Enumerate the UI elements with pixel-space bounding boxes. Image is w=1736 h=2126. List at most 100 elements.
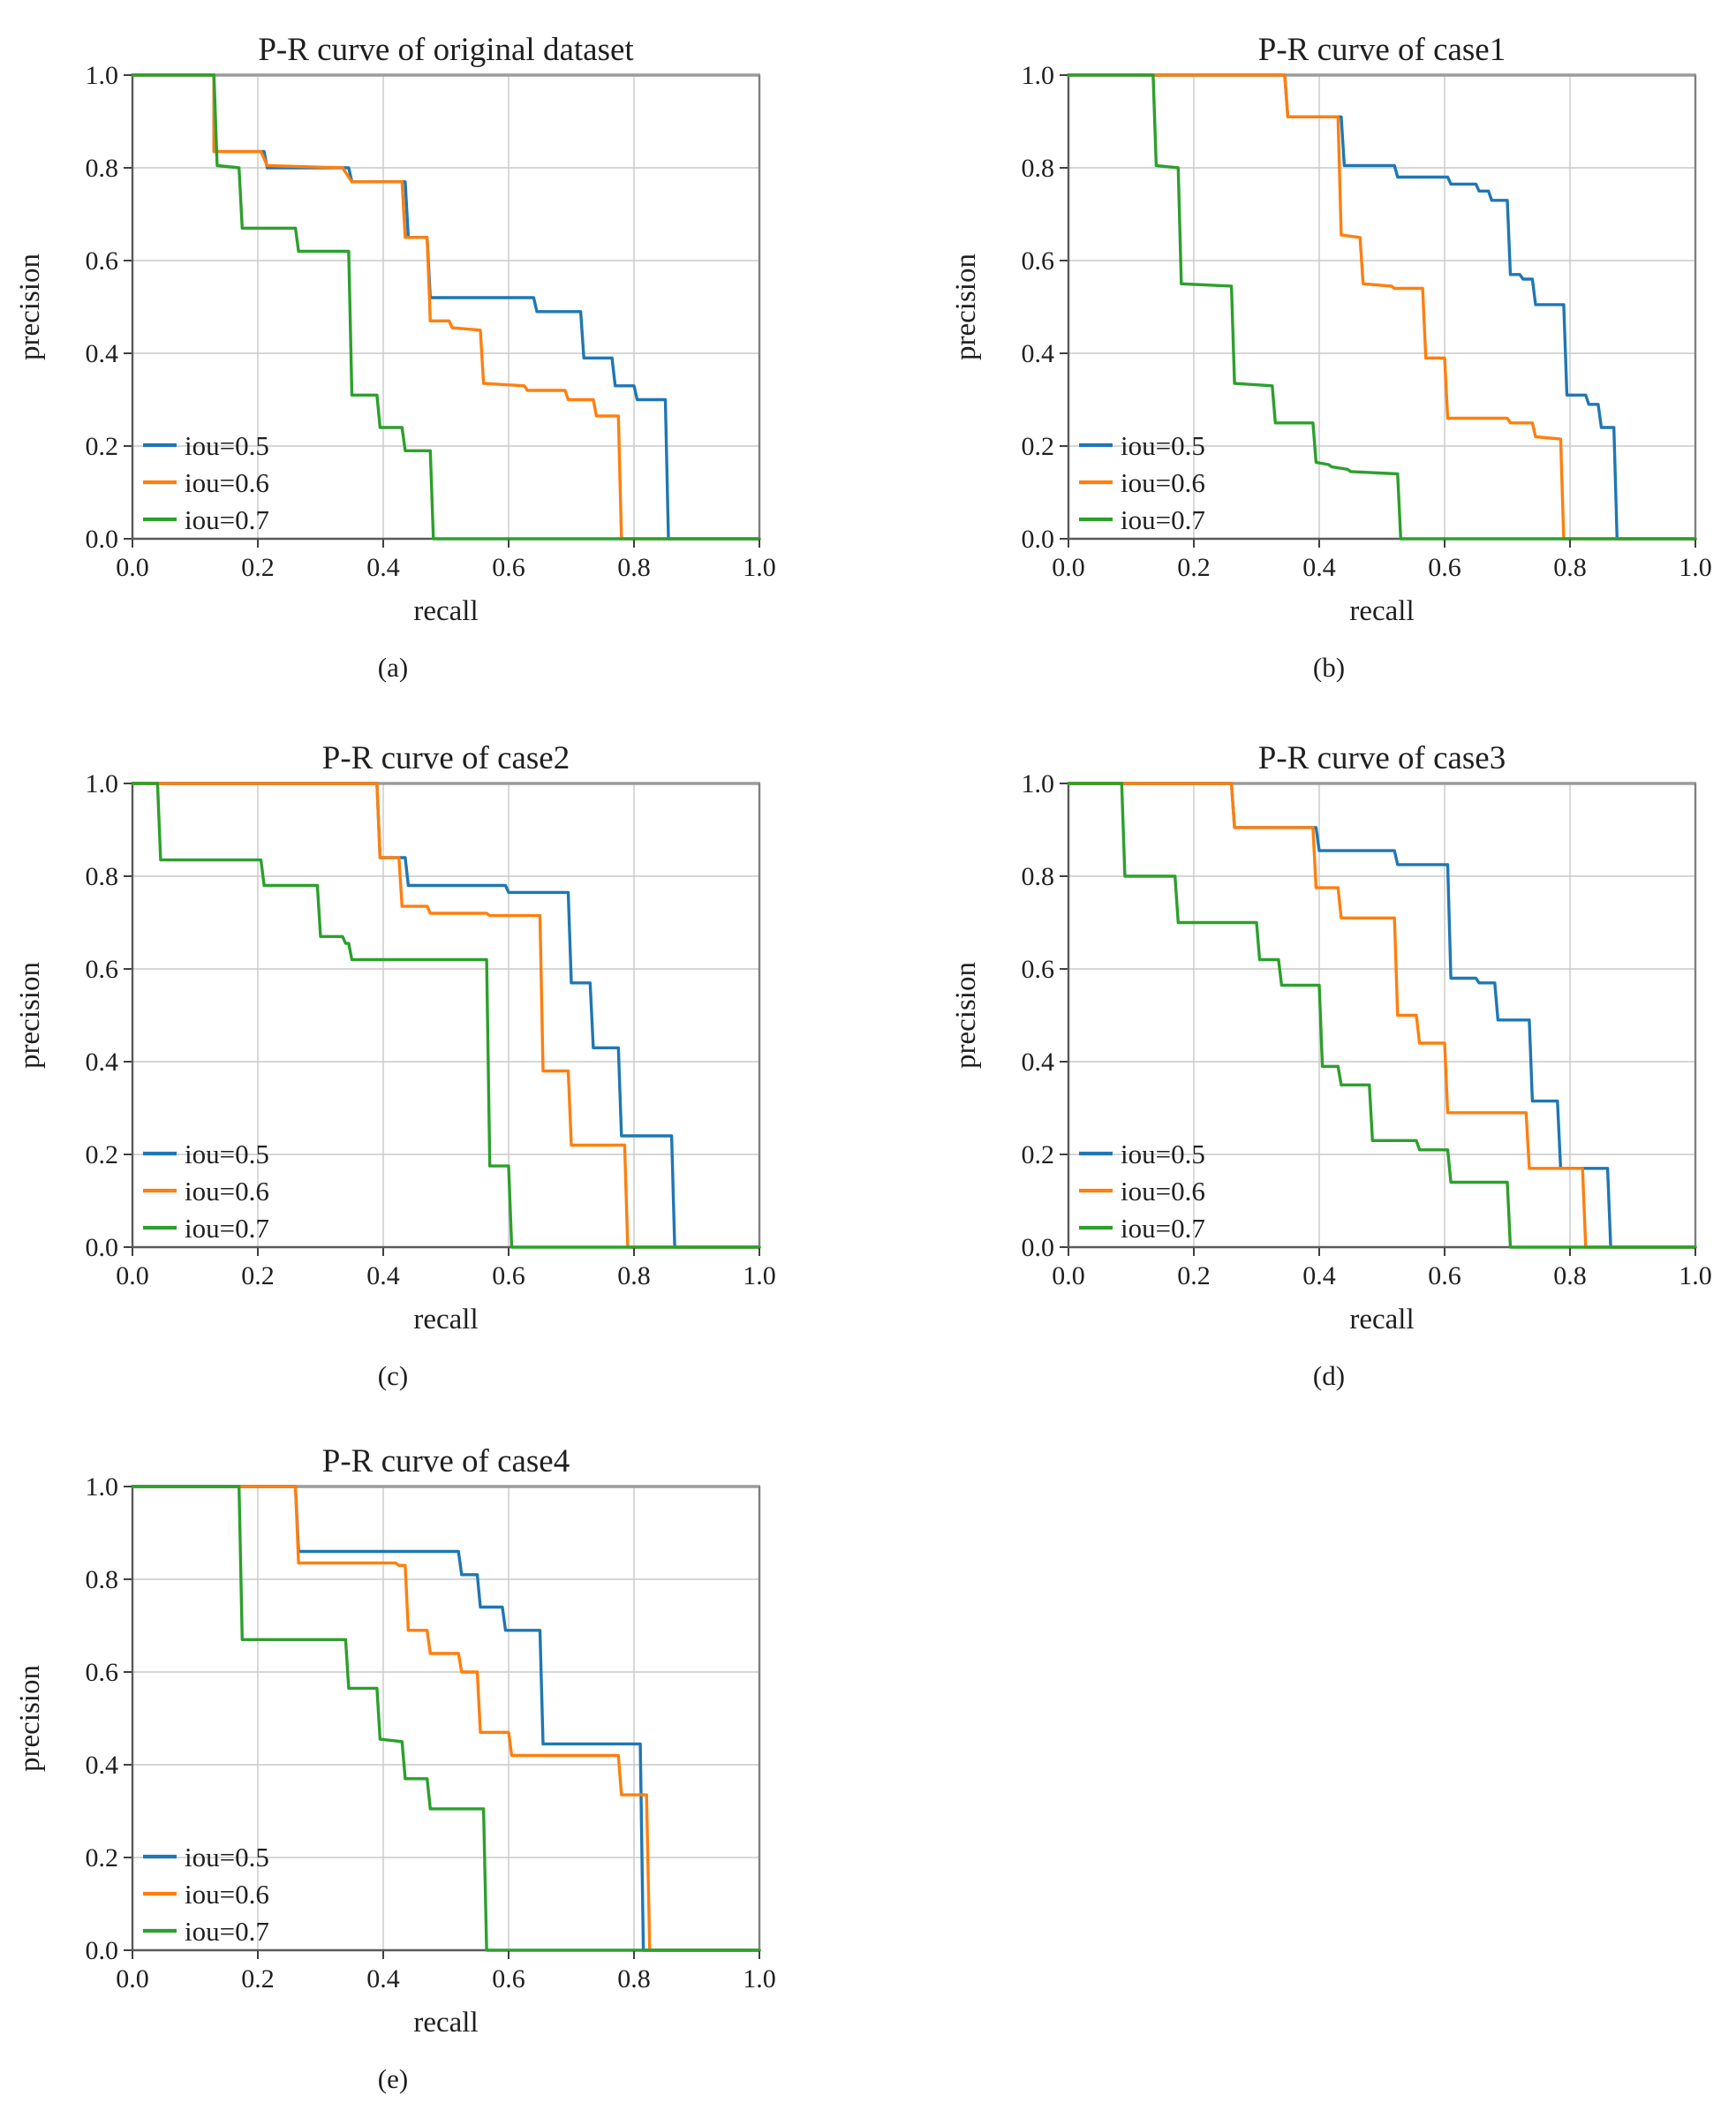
y-axis-label: precision [950, 962, 982, 1069]
chart-caption-d: (d) [1312, 1360, 1346, 1391]
legend-label-iou=0.5: iou=0.5 [185, 1842, 269, 1873]
x-tick-label: 0.8 [617, 553, 651, 582]
x-tick-label: 0.8 [617, 1964, 651, 1994]
series-line-iou=0.7 [1067, 782, 1697, 1249]
series-line-iou=0.7 [131, 73, 761, 541]
y-tick-label: 0.8 [1022, 862, 1055, 891]
x-tick-label: 0.2 [241, 1261, 275, 1290]
chart-caption-e: (e) [377, 2063, 409, 2094]
pr-chart-c: 0.00.0 0.2 0.2 0.4 0.4 0.6 0.6 0.8 0.8 1.0 1.0 P-R … [14, 740, 776, 1335]
y-axis-label: precision [14, 253, 46, 360]
legend-label-iou=0.6: iou=0.6 [1121, 1176, 1205, 1207]
x-axis-label: recall [413, 1304, 478, 1335]
x-tick-label: 0.4 [366, 553, 400, 582]
chart-caption-b: (b) [1312, 652, 1346, 683]
x-tick-label: 1.0 [743, 1261, 776, 1290]
x-tick-label: 0.0 [116, 553, 149, 582]
series-line-iou=0.6 [1067, 782, 1697, 1249]
legend-label-iou=0.6: iou=0.6 [1121, 467, 1205, 498]
x-tick-label: 1.0 [1679, 553, 1712, 582]
y-tick-label: 0.2 [86, 1843, 119, 1873]
x-tick-label: 0.4 [366, 1261, 400, 1290]
chart-title: P-R curve of case2 [322, 740, 570, 776]
legend-label-iou=0.7: iou=0.7 [1121, 504, 1205, 535]
y-tick-label: 0.6 [1022, 955, 1055, 984]
y-tick-label: 1.0 [86, 1472, 119, 1502]
y-tick-label: 0.6 [1022, 246, 1055, 276]
pr-chart-e: 0.00.0 0.2 0.2 0.4 0.4 0.6 0.6 0.8 0.8 1.0 1.0 P-R … [14, 1443, 776, 2039]
series-line-iou=0.6 [131, 1485, 761, 1952]
y-axis-label: precision [14, 962, 46, 1069]
x-tick-label: 0.8 [1553, 1261, 1587, 1290]
y-tick-label: 0.4 [86, 339, 119, 368]
legend-label-iou=0.5: iou=0.5 [1121, 1139, 1205, 1169]
legend-label-iou=0.6: iou=0.6 [185, 1879, 269, 1910]
x-tick-label: 0.4 [1302, 1261, 1336, 1290]
y-tick-label: 0.8 [86, 1565, 119, 1594]
x-tick-label: 0.6 [492, 1964, 525, 1994]
y-tick-label: 0.4 [1022, 1048, 1055, 1077]
x-tick-label: 0.0 [1052, 1261, 1085, 1290]
series-line-iou=0.5 [131, 1485, 761, 1952]
series-line-iou=0.6 [1067, 73, 1697, 541]
y-tick-label: 0.6 [86, 1658, 119, 1687]
legend-label-iou=0.7: iou=0.7 [1121, 1213, 1205, 1244]
y-tick-label: 0.0 [1022, 1233, 1055, 1262]
chart-block-a: 0.0 0.0 0.2 0.2 0.4 0.4 0.6 0.6 0.8 0.8 1.0 1.0 P-R … [0, 18, 786, 698]
x-tick-label: 1.0 [743, 553, 776, 582]
y-axis-label: precision [950, 253, 982, 360]
x-axis-label: recall [1349, 595, 1414, 627]
y-tick-label: 0.4 [86, 1048, 119, 1077]
chart-block-c: 0.0 0.0 0.2 0.2 0.4 0.4 0.6 0.6 0.8 0.8 1.0 1.0 P-R … [0, 726, 786, 1406]
chart-block-e: 0.0 0.0 0.2 0.2 0.4 0.4 0.6 0.6 0.8 0.8 1.0 1.0 P-R … [0, 1429, 786, 2109]
chart-title: P-R curve of original dataset [258, 32, 634, 68]
x-tick-label: 0.6 [1428, 1261, 1461, 1290]
y-axis-label: precision [14, 1665, 46, 1772]
x-tick-label: 0.6 [492, 553, 525, 582]
y-tick-label: 1.0 [86, 769, 119, 798]
series-line-iou=0.7 [131, 1485, 761, 1952]
x-axis-label: recall [413, 595, 478, 627]
chart-title: P-R curve of case4 [322, 1443, 570, 1479]
legend-label-iou=0.5: iou=0.5 [185, 430, 269, 461]
y-tick-label: 0.8 [86, 862, 119, 891]
x-tick-label: 0.0 [1052, 553, 1085, 582]
x-axis-label: recall [413, 2007, 478, 2039]
x-tick-label: 0.8 [1553, 553, 1587, 582]
chart-title: P-R curve of case1 [1258, 32, 1506, 68]
y-tick-label: 0.4 [1022, 339, 1055, 368]
y-tick-label: 0.2 [1022, 1140, 1055, 1169]
chart-block-d: 0.0 0.0 0.2 0.2 0.4 0.4 0.6 0.6 0.8 0.8 1.0 1.0 P-R … [936, 726, 1722, 1406]
legend-label-iou=0.6: iou=0.6 [185, 1176, 269, 1207]
chart-caption-c: (c) [377, 1360, 409, 1391]
x-tick-label: 0.0 [116, 1964, 149, 1994]
legend-label-iou=0.5: iou=0.5 [1121, 430, 1205, 461]
y-tick-label: 0.0 [86, 525, 119, 554]
series-line-iou=0.5 [1067, 73, 1697, 541]
chart-block-b: 0.0 0.0 0.2 0.2 0.4 0.4 0.6 0.6 0.8 0.8 1.0 1.0 P-R … [936, 18, 1722, 698]
y-tick-label: 1.0 [1022, 61, 1055, 90]
series-line-iou=0.7 [1067, 73, 1697, 541]
y-tick-label: 0.2 [1022, 432, 1055, 461]
chart-caption-a: (a) [377, 652, 409, 683]
x-tick-label: 0.6 [492, 1261, 525, 1290]
x-tick-label: 0.0 [116, 1261, 149, 1290]
legend-label-iou=0.5: iou=0.5 [185, 1139, 269, 1169]
x-axis-label: recall [1349, 1304, 1414, 1335]
legend-label-iou=0.7: iou=0.7 [185, 504, 269, 535]
series-line-iou=0.6 [131, 782, 761, 1249]
x-tick-label: 0.2 [1177, 1261, 1211, 1290]
x-tick-label: 0.4 [366, 1964, 400, 1994]
y-tick-label: 1.0 [1022, 769, 1055, 798]
pr-chart-b: 0.00.0 0.2 0.2 0.4 0.4 0.6 0.6 0.8 0.8 1.0 1.0 P-R … [950, 32, 1712, 627]
x-tick-label: 0.8 [617, 1261, 651, 1290]
y-tick-label: 0.6 [86, 955, 119, 984]
series-line-iou=0.6 [131, 73, 761, 541]
pr-chart-d: 0.00.0 0.2 0.2 0.4 0.4 0.6 0.6 0.8 0.8 1.0 1.0 P-R … [950, 740, 1712, 1335]
y-tick-label: 0.0 [86, 1936, 119, 1965]
y-tick-label: 0.8 [1022, 154, 1055, 183]
y-tick-label: 0.6 [86, 246, 119, 276]
series-line-iou=0.7 [131, 782, 761, 1249]
x-tick-label: 1.0 [1679, 1261, 1712, 1290]
